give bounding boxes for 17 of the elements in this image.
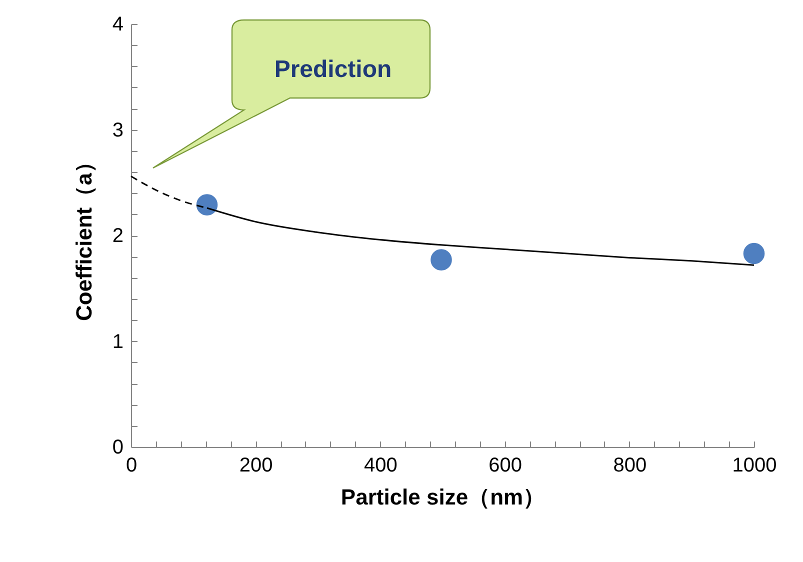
- x-tick-label: 0: [126, 454, 138, 476]
- y-tick-label: 2: [112, 225, 124, 247]
- annotation: Prediction: [274, 56, 392, 83]
- y-tick-label: 3: [112, 119, 124, 142]
- point: [743, 242, 765, 264]
- y-tick-label: 4: [112, 14, 124, 36]
- y-tick-label: 1: [112, 330, 124, 353]
- point: [196, 194, 218, 216]
- x-tick-label: 400: [364, 454, 398, 476]
- x-tick-label: 1000: [732, 454, 777, 476]
- x-tick-label: 800: [613, 454, 647, 476]
- x-tick-label: 600: [488, 454, 522, 476]
- x-tick-label: 200: [239, 454, 273, 476]
- y-axis-title: Coefficient（a）: [71, 151, 96, 321]
- x-axis-title: Particle size（nm）: [340, 484, 546, 510]
- point: [430, 249, 452, 270]
- y-tick-label: 0: [112, 436, 124, 458]
